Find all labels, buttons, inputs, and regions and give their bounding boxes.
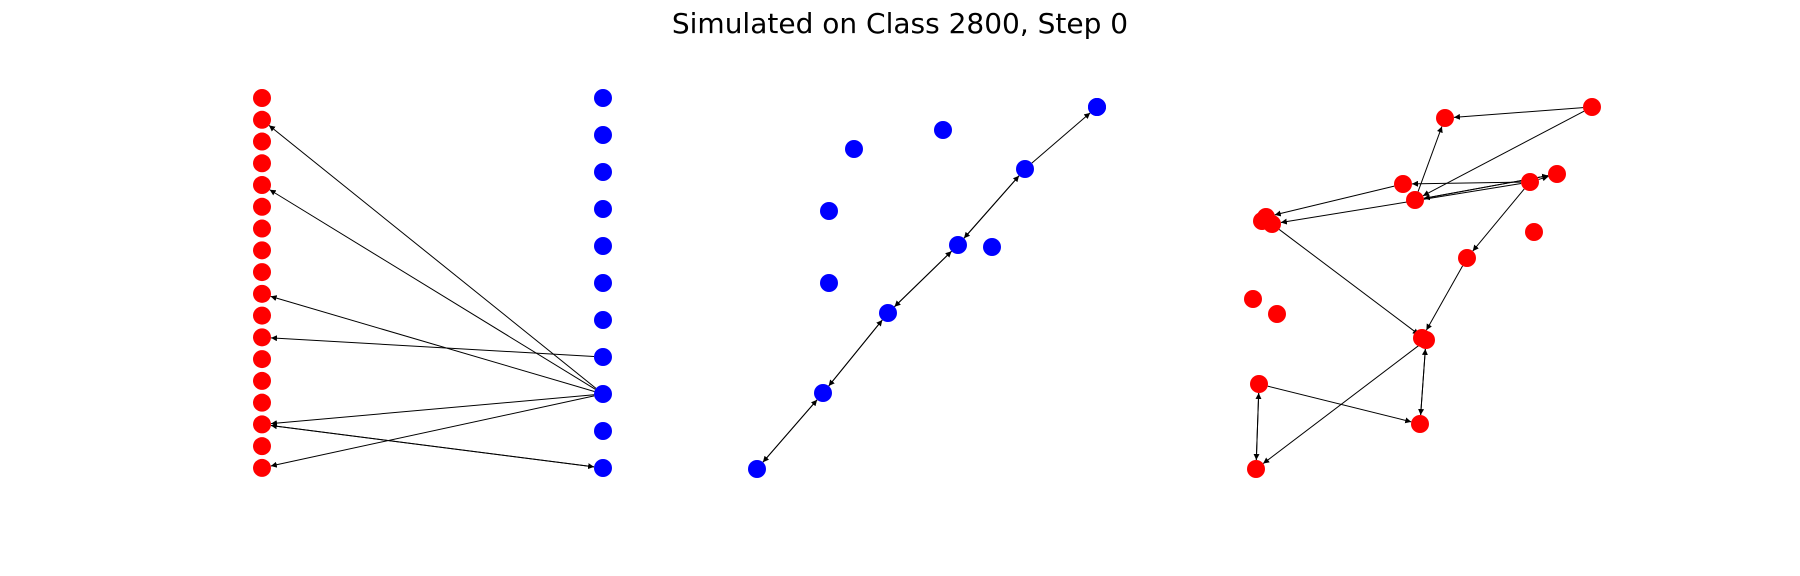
red-graph-node-7 (1548, 165, 1566, 183)
red-node-3 (253, 154, 271, 173)
red-edge-5 (1411, 180, 1522, 187)
blue-node-0 (594, 89, 612, 107)
red-node-15 (253, 415, 271, 434)
blue-edge-1 (762, 399, 818, 463)
blue-node-6 (594, 311, 612, 329)
blue-edge-3 (828, 319, 883, 387)
red-edge-13 (1420, 348, 1428, 416)
red-graph-node-1 (1436, 109, 1454, 127)
red-edge-1 (1417, 126, 1443, 192)
red-edge-9 (1472, 188, 1525, 252)
blue-graph-node-9 (983, 238, 1001, 256)
red-graph-node-4 (1521, 173, 1539, 191)
red-node-11 (253, 328, 271, 347)
red-graph-node-14 (1268, 305, 1286, 323)
blue-graph-node-0 (748, 460, 766, 478)
red-graph-node-12 (1250, 375, 1268, 393)
blue-graph-node-11 (1088, 98, 1106, 116)
blue-graph-node-1 (814, 384, 832, 402)
red-graph-node-16 (1244, 290, 1262, 308)
blue-node-1 (594, 126, 612, 144)
red-graph-node-10 (1417, 331, 1435, 349)
blue-graph-node-4 (1016, 160, 1034, 178)
red-node-14 (253, 393, 271, 412)
blue-graph-node-6 (934, 121, 952, 139)
bipartite-graph-panel (253, 89, 612, 477)
bipartite-edge-4 (270, 394, 595, 427)
red-node-17 (253, 458, 271, 477)
red-node-6 (253, 219, 271, 238)
blue-node-2 (594, 163, 612, 181)
red-node-13 (253, 371, 271, 390)
red-graph-node-15 (1247, 460, 1265, 478)
blue-node-8 (594, 385, 612, 403)
red-graph-node-3 (1406, 191, 1424, 209)
red-node-9 (253, 284, 271, 303)
red-node-5 (253, 197, 271, 216)
red-edge-4 (1280, 182, 1522, 225)
blue-graph-node-3 (949, 236, 967, 254)
red-edge-0 (1453, 107, 1584, 120)
red-node-10 (253, 306, 271, 325)
red-graph-node-11 (1411, 415, 1429, 433)
blue-edge-5 (894, 250, 952, 308)
red-edge-8 (1538, 175, 1549, 182)
bipartite-edge-0 (268, 125, 597, 389)
red-graph-node-8 (1458, 249, 1476, 267)
red-edge-10 (1425, 265, 1464, 331)
bipartite-edge-5 (270, 395, 595, 468)
blue-node-7 (594, 348, 612, 366)
red-edge-11 (1278, 229, 1420, 335)
blue-edge-8 (1031, 112, 1091, 164)
bipartite-edge-1 (269, 189, 596, 390)
red-graph-panel (1244, 98, 1601, 478)
red-node-7 (253, 241, 271, 260)
red-node-2 (253, 132, 271, 151)
red-graph-node-0 (1583, 98, 1601, 116)
blue-graph-node-10 (820, 274, 838, 292)
red-graph-node-17 (1253, 212, 1271, 230)
red-edge-17 (1255, 392, 1262, 461)
red-node-1 (253, 110, 271, 129)
red-edge-3 (1274, 185, 1395, 217)
blue-graph-node-8 (820, 202, 838, 220)
figure-title: Simulated on Class 2800, Step 0 (672, 7, 1128, 40)
blue-node-10 (594, 459, 612, 477)
red-graph-node-2 (1394, 175, 1412, 193)
blue-node-9 (594, 422, 612, 440)
red-node-12 (253, 350, 271, 369)
blue-node-4 (594, 237, 612, 255)
bipartite-edge-2 (270, 295, 595, 392)
red-node-16 (253, 437, 271, 456)
blue-graph-panel (748, 98, 1106, 478)
bipartite-edge-3 (270, 335, 595, 357)
red-graph-node-13 (1525, 223, 1543, 241)
blue-node-3 (594, 200, 612, 218)
red-edge-16 (1267, 385, 1412, 424)
red-node-0 (253, 89, 271, 107)
bipartite-edge-7 (270, 425, 595, 470)
red-node-8 (253, 263, 271, 282)
blue-edge-7 (963, 175, 1020, 239)
blue-graph-node-2 (879, 304, 897, 322)
red-node-4 (253, 176, 271, 195)
blue-node-5 (594, 274, 612, 292)
red-edge-2 (1422, 110, 1585, 197)
blue-graph-node-7 (845, 140, 863, 158)
